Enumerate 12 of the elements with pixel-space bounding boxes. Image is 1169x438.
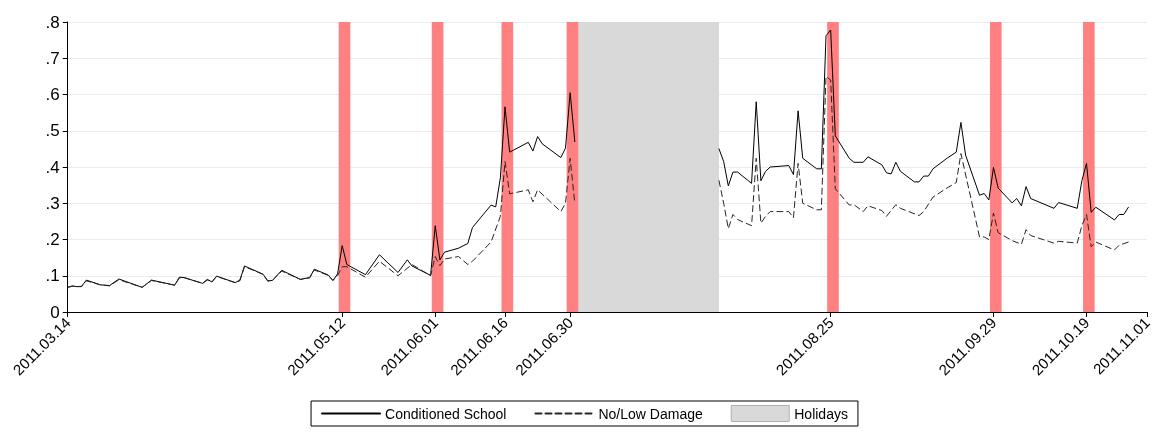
- y-tick-label: .2: [45, 230, 60, 249]
- y-tick-label: .1: [45, 266, 60, 286]
- legend-label: Holidays: [794, 405, 848, 422]
- y-tick-label: .7: [45, 48, 60, 68]
- y-tick-label: .4: [45, 157, 60, 177]
- y-tick-label: .6: [45, 85, 60, 104]
- legend-label: Conditioned School: [385, 405, 507, 422]
- y-tick-label: .8: [45, 12, 60, 32]
- legend-label: No/Low Damage: [598, 405, 703, 422]
- y-tick-label: .3: [45, 193, 60, 213]
- y-tick-label: .5: [45, 121, 60, 141]
- y-tick-label: 0: [50, 302, 60, 322]
